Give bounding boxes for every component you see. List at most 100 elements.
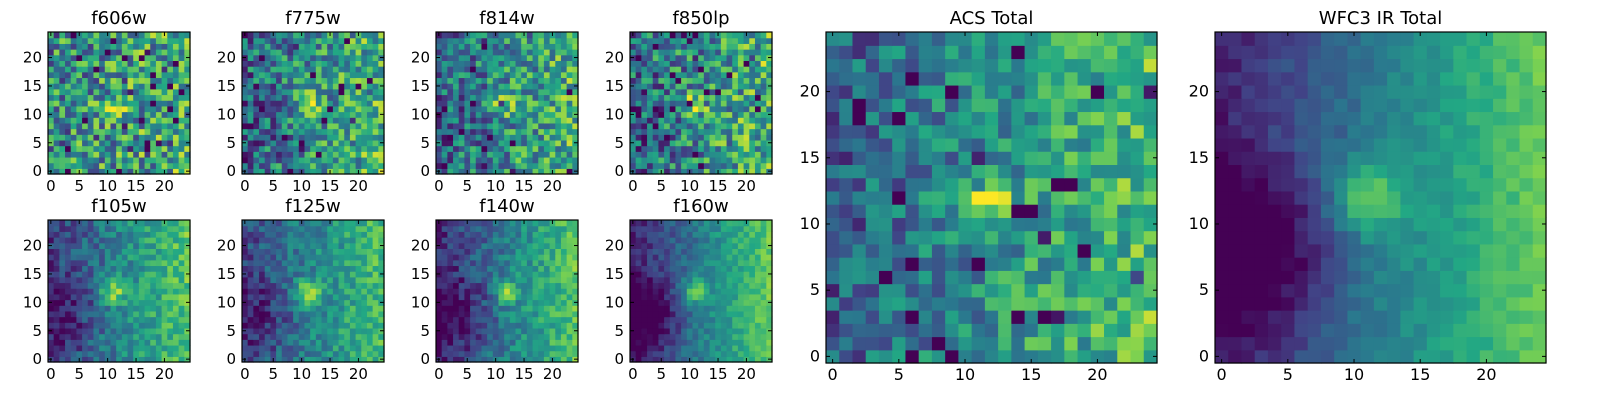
heatmap-cell xyxy=(310,248,317,255)
heatmap-cell xyxy=(270,350,277,357)
heatmap-cell xyxy=(675,276,682,284)
heatmap-cell xyxy=(692,128,699,135)
heatmap-cell xyxy=(281,88,289,96)
heatmap-cell xyxy=(287,350,294,357)
heatmap-cell xyxy=(464,134,471,141)
heatmap-cell xyxy=(441,299,448,306)
heatmap-cell xyxy=(104,111,112,118)
heatmap-cell xyxy=(116,259,123,267)
heatmap-cell xyxy=(378,100,385,107)
heatmap-cell xyxy=(121,254,129,261)
heatmap-cell xyxy=(366,145,374,152)
heatmap-cell xyxy=(760,105,767,113)
heatmap-cell xyxy=(572,94,579,101)
heatmap-cell xyxy=(298,276,306,284)
heatmap-cell xyxy=(749,162,756,169)
heatmap-cell xyxy=(504,225,511,232)
heatmap-cell xyxy=(572,145,579,152)
heatmap-cell xyxy=(133,122,140,130)
heatmap-cell xyxy=(87,316,95,323)
heatmap-cell xyxy=(167,49,174,56)
heatmap-cell xyxy=(344,111,351,118)
heatmap-cell xyxy=(127,151,134,158)
heatmap-cell xyxy=(344,88,351,96)
heatmap-cell xyxy=(93,100,100,107)
heatmap-cell xyxy=(138,100,146,107)
heatmap-cell xyxy=(355,288,362,295)
heatmap-cell xyxy=(453,151,460,158)
heatmap-cell xyxy=(509,220,517,227)
heatmap-cell xyxy=(515,265,522,272)
heatmap-cell xyxy=(281,220,289,227)
heatmap-cell xyxy=(70,276,77,284)
heatmap-cell xyxy=(281,128,289,135)
heatmap-cell xyxy=(82,231,89,238)
heatmap-cell xyxy=(566,231,573,238)
heatmap-cell xyxy=(681,32,688,39)
heatmap-cell xyxy=(726,344,733,352)
heatmap-cell xyxy=(720,151,728,158)
heatmap-cell xyxy=(549,88,556,96)
heatmap-cell xyxy=(167,350,174,357)
heatmap-cell xyxy=(178,66,185,73)
heatmap-cell xyxy=(293,83,300,90)
heatmap-cell xyxy=(630,339,637,346)
heatmap-cell xyxy=(652,282,659,289)
heatmap-cell xyxy=(698,88,705,96)
heatmap-cell xyxy=(647,122,654,130)
heatmap-cell xyxy=(172,88,180,96)
heatmap-cell xyxy=(720,333,728,340)
heatmap-cell xyxy=(675,316,682,323)
heatmap-cell xyxy=(133,60,140,67)
heatmap-cell xyxy=(178,333,185,340)
heatmap-cell xyxy=(178,248,185,255)
heatmap-cell xyxy=(321,151,328,158)
heatmap-cell xyxy=(498,134,505,141)
heatmap-cell xyxy=(304,305,311,312)
heatmap-cell xyxy=(161,237,168,244)
heatmap-cell xyxy=(82,271,89,278)
heatmap-cell xyxy=(167,282,174,289)
heatmap-cell xyxy=(121,117,129,124)
heatmap-cell xyxy=(338,105,345,113)
heatmap-cell xyxy=(310,344,317,352)
heatmap-cell xyxy=(281,265,289,272)
heatmap-cell xyxy=(703,356,711,363)
heatmap-cell xyxy=(242,71,249,79)
heatmap-cell xyxy=(127,60,134,67)
heatmap-cell xyxy=(167,37,174,44)
heatmap-cell xyxy=(372,299,379,306)
heatmap-cell xyxy=(470,100,477,107)
heatmap-cell xyxy=(93,71,100,79)
heatmap-cell xyxy=(167,122,174,130)
heatmap-cell xyxy=(664,32,671,39)
heatmap-cell xyxy=(184,88,191,96)
heatmap-cell xyxy=(87,254,95,261)
heatmap-cell xyxy=(116,299,123,306)
heatmap-cell xyxy=(253,105,260,113)
heatmap-cell xyxy=(475,254,483,261)
heatmap-cell xyxy=(287,220,294,227)
heatmap-cell xyxy=(349,259,357,267)
heatmap-cell xyxy=(475,265,483,272)
heatmap-cell xyxy=(338,122,345,130)
y-tick-label: 15 xyxy=(411,77,430,95)
heatmap-cell xyxy=(338,66,345,73)
heatmap-cell xyxy=(332,265,340,272)
heatmap-cell xyxy=(754,327,762,335)
heatmap-cell xyxy=(453,316,460,323)
heatmap-cell xyxy=(698,271,705,278)
heatmap-cell xyxy=(726,168,733,175)
heatmap-cell xyxy=(167,66,174,73)
heatmap-cell xyxy=(487,248,494,255)
heatmap-cell xyxy=(498,265,505,272)
heatmap-cell xyxy=(127,162,134,169)
heatmap-cell xyxy=(664,293,671,301)
heatmap-cell xyxy=(270,237,277,244)
heatmap-cell xyxy=(133,271,140,278)
heatmap-cell xyxy=(504,282,511,289)
heatmap-cell xyxy=(87,94,95,101)
heatmap-cell xyxy=(144,327,151,335)
heatmap-cell xyxy=(155,43,163,50)
heatmap-cell xyxy=(492,77,500,84)
